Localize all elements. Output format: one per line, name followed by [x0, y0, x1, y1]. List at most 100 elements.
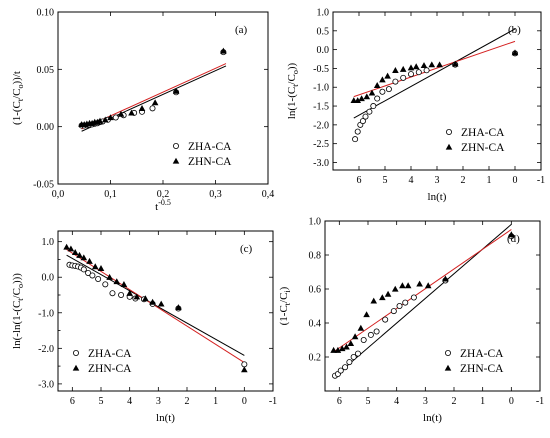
data-point: [436, 61, 443, 68]
plot-frame: [324, 220, 541, 392]
x-tick-label: 4: [394, 396, 399, 407]
x-axis-label: ln(t): [156, 412, 175, 424]
y-tick-label: -1.0: [38, 308, 54, 319]
y-tick-label: -3.0: [38, 379, 54, 390]
legend: ZHA-CA ZHN-CA: [72, 348, 132, 375]
data-point: [120, 281, 128, 287]
data-point: [363, 93, 371, 100]
data-point: [346, 359, 353, 366]
data-point: [172, 87, 180, 94]
data-point: [96, 117, 104, 124]
y-tick-label: 1.0: [42, 237, 55, 248]
data-point: [357, 324, 365, 331]
data-point: [444, 364, 452, 371]
data-point: [63, 243, 70, 250]
series-zha-ca: [332, 233, 515, 379]
data-point: [412, 63, 420, 70]
data-point: [109, 290, 116, 297]
series-zhn-ca: [63, 243, 248, 373]
series-zhn-ca: [350, 49, 519, 104]
data-point: [342, 364, 349, 371]
data-point: [172, 157, 180, 164]
y-axis-label: ln(-ln(1-(Ct/Co))): [11, 273, 25, 349]
x-tick-label: 1: [213, 396, 218, 407]
panel-label: (d): [507, 233, 520, 245]
data-point: [71, 249, 79, 255]
data-point: [400, 74, 407, 81]
data-point: [112, 114, 119, 121]
data-point: [396, 302, 403, 309]
data-point: [428, 61, 436, 68]
y-tick-label: 0.5: [317, 26, 330, 37]
fit-line: [353, 40, 516, 98]
x-tick-label: 0,1: [104, 189, 117, 200]
chart-panel: 6 5 4 3 2 1 0 -1 0.2 0.4 0.6 0.8 1.0 (d) ln(t) (1-Ct/Ci…: [278, 217, 544, 425]
data-point: [379, 88, 386, 95]
x-tick-label: 5: [366, 396, 371, 407]
x-tick-label: 3: [435, 175, 440, 186]
data-point: [402, 299, 409, 306]
fit-line: [66, 249, 245, 363]
legend-label: ZHA-CA: [188, 141, 232, 153]
y-tick-label: 0.6: [309, 285, 322, 296]
data-point: [73, 349, 80, 356]
x-tick-label: 0,3: [209, 189, 222, 200]
x-tick-label: 1: [480, 396, 485, 407]
data-point: [138, 105, 146, 111]
x-tick-label: 0: [509, 396, 514, 407]
y-tick-label: 0.0: [42, 273, 55, 284]
y-tick-label: -2.5: [313, 139, 329, 150]
x-tick-label: 5: [383, 175, 388, 186]
y-tick-label: -3.0: [313, 158, 329, 169]
data-point: [444, 349, 451, 356]
data-point: [384, 72, 391, 79]
data-point: [379, 294, 386, 301]
x-tick-label: -1: [536, 396, 544, 407]
data-point: [220, 47, 227, 54]
data-point: [442, 275, 449, 282]
legend: ZHA-CA ZHN-CA: [445, 127, 505, 154]
data-point: [354, 350, 361, 357]
data-point: [95, 275, 102, 282]
data-point: [149, 298, 156, 305]
legend-label: ZHA-CA: [461, 127, 505, 139]
data-point: [241, 366, 248, 373]
x-tick-label: -1: [537, 175, 545, 186]
series-zhn-ca: [78, 47, 227, 128]
y-tick-label: 0.0: [317, 45, 330, 56]
plot-frame: [57, 11, 269, 185]
y-axis-label: (1-(Ct/Co))/t: [11, 71, 25, 125]
data-point: [142, 295, 149, 302]
y-tick-label: -0.5: [313, 64, 329, 75]
data-point: [337, 367, 344, 374]
data-point: [128, 109, 135, 116]
data-point: [373, 328, 380, 335]
x-tick-label: 2: [461, 175, 466, 186]
fit-line: [353, 28, 516, 119]
data-point: [330, 346, 337, 353]
panel-label: (a): [235, 24, 248, 36]
plot-frame: [57, 230, 274, 392]
panel-label: (b): [508, 24, 521, 36]
data-point: [80, 254, 88, 261]
x-tick-label: 0,2: [157, 189, 170, 200]
data-point: [149, 105, 156, 112]
x-tick-label: 6: [357, 175, 362, 186]
data-point: [106, 273, 113, 280]
data-point: [424, 282, 432, 289]
data-point: [175, 304, 182, 311]
chart-panel: 6 5 4 3 2 1 0 -1 -3.0 -2.0 -1.0 0.0 1.0 (c) ln(t) ln(-l…: [11, 230, 277, 424]
data-point: [360, 336, 367, 343]
y-tick-label: 0.8: [309, 251, 322, 262]
data-point: [392, 67, 399, 73]
x-tick-label: 0,0: [52, 189, 65, 200]
y-tick-label: 0.00: [37, 122, 55, 133]
data-point: [352, 136, 359, 143]
chart-panel: 0,0 0,1 0,2 0,3 0,4 -0.05 0.00 0.05 0.10 (a) t-0.5…: [11, 8, 274, 214]
data-point: [511, 49, 519, 56]
data-point: [347, 340, 355, 347]
data-point: [368, 89, 376, 96]
data-point: [415, 69, 422, 76]
data-point: [373, 82, 381, 88]
y-tick-label: -1.0: [313, 83, 329, 94]
